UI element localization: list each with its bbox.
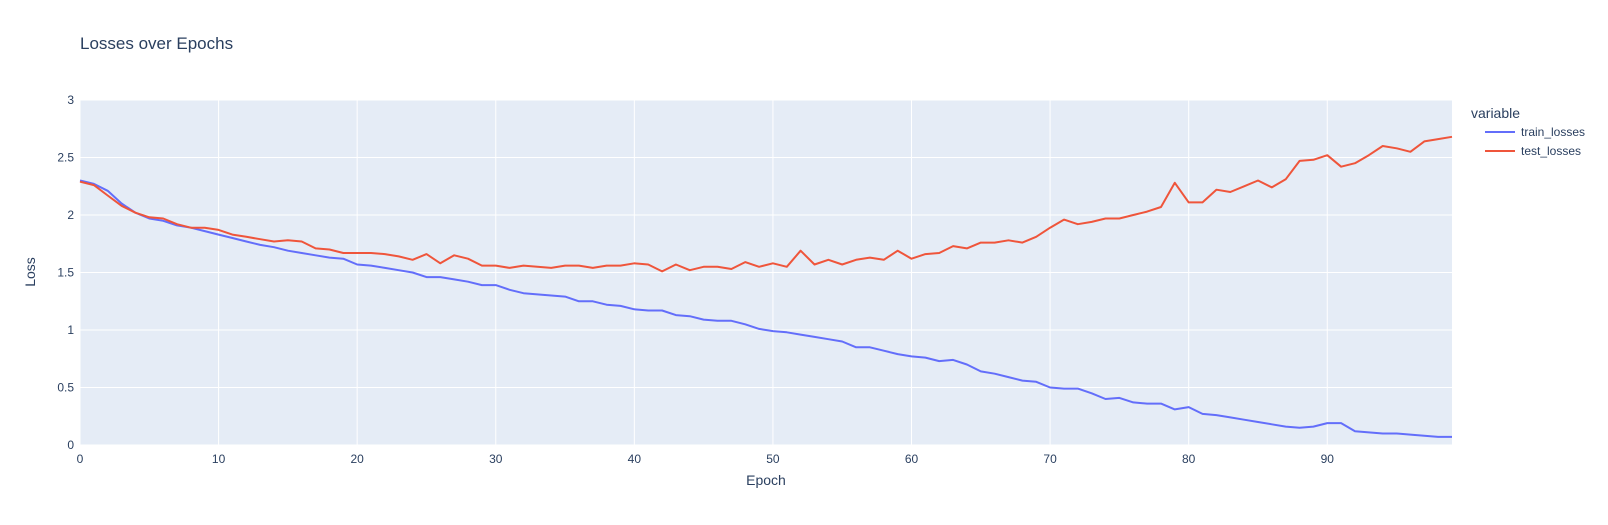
chart-title: Losses over Epochs [80,34,233,53]
legend-item-test_losses[interactable]: test_losses [1485,144,1581,158]
legend-title: variable [1471,105,1520,121]
y-tick-label: 0.5 [57,381,74,395]
x-tick-label: 90 [1321,452,1335,466]
x-tick-label: 50 [766,452,780,466]
y-tick-label: 1.5 [57,266,74,280]
x-tick-label: 40 [628,452,642,466]
x-tick-label: 10 [212,452,226,466]
x-tick-label: 20 [350,452,364,466]
y-tick-label: 1 [67,323,74,337]
test_losses-line [79,135,1453,273]
x-tick-label: 0 [77,452,84,466]
y-tick-label: 3 [67,93,74,107]
x-tick-label: 30 [489,452,503,466]
legend-label: train_losses [1521,125,1585,139]
legend-label: test_losses [1521,144,1581,158]
y-tick-label: 0 [67,438,74,452]
axis-ticks: 0 10 20 30 40 50 60 70 80 90 0 0.5 1 1.5 2 2.5 3 [57,93,1334,466]
x-tick-label: 80 [1182,452,1196,466]
x-tick-label: 70 [1043,452,1057,466]
y-tick-label: 2 [67,208,74,222]
series-lines [79,135,1453,438]
y-axis-title: Loss [22,257,38,287]
x-tick-label: 60 [905,452,919,466]
train_losses-line [79,179,1452,438]
legend[interactable]: variable train_losses test_losses [1471,105,1585,158]
legend-item-train_losses[interactable]: train_losses [1485,125,1585,139]
y-tick-label: 2.5 [57,151,74,165]
grid-lines [79,99,1452,446]
x-axis-title: Epoch [746,472,786,488]
